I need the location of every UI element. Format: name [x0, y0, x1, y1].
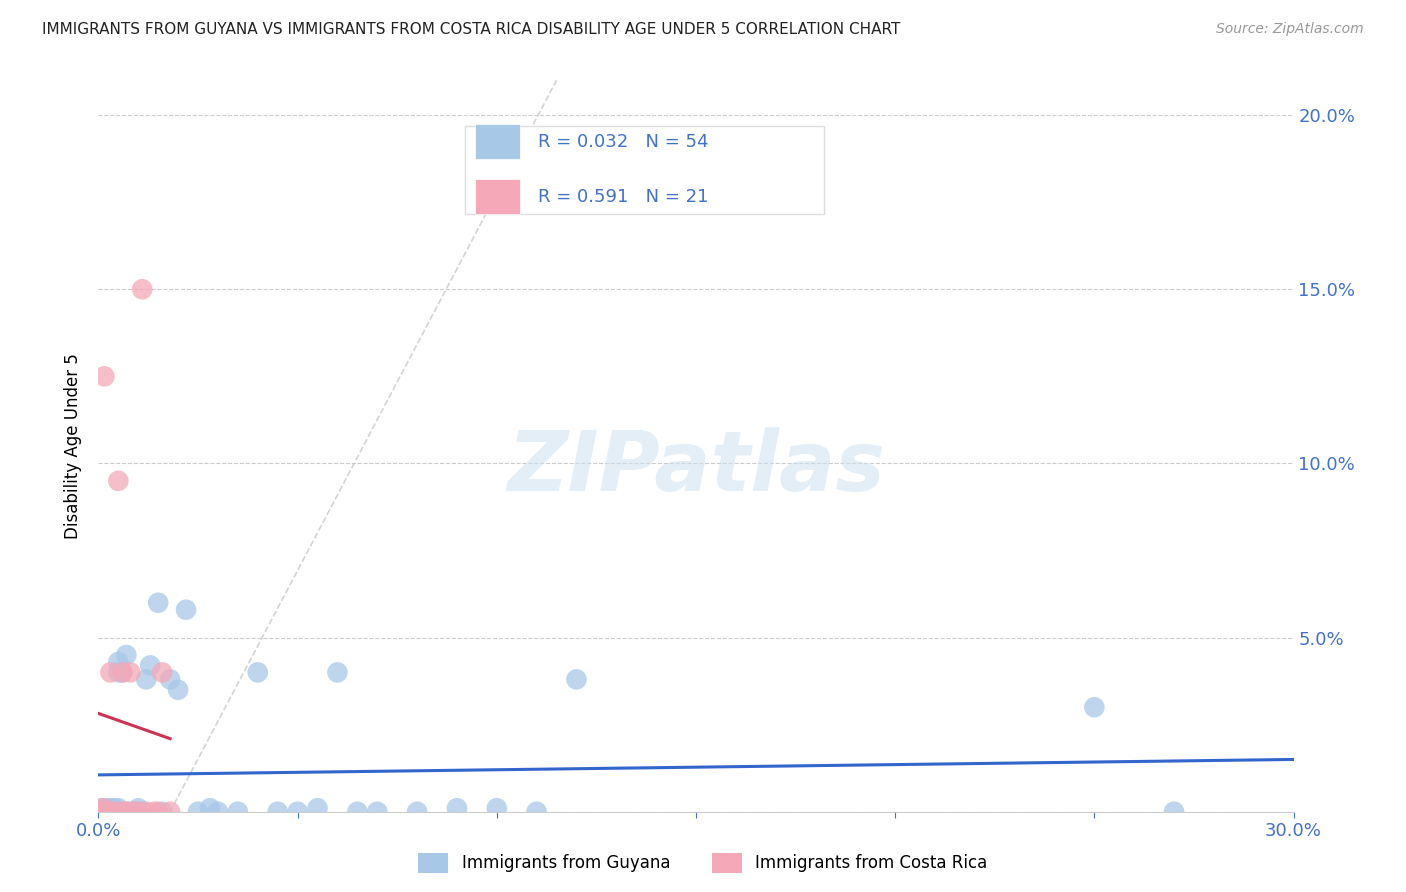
Point [107, 655, 129, 669]
Point [107, 805, 129, 819]
Point [131, 282, 153, 296]
Point [111, 805, 134, 819]
Text: R = 0.032   N = 54: R = 0.032 N = 54 [538, 133, 709, 151]
Point [159, 805, 181, 819]
Point [89, 805, 111, 819]
Point [127, 805, 149, 819]
Point [91, 805, 114, 819]
Point [115, 648, 138, 662]
Point [103, 805, 125, 819]
Point [139, 658, 162, 673]
Point [111, 805, 134, 819]
Point [366, 805, 388, 819]
Point [150, 805, 173, 819]
Point [1083, 700, 1105, 714]
Point [115, 805, 138, 819]
Point [1163, 805, 1185, 819]
Text: IMMIGRANTS FROM GUYANA VS IMMIGRANTS FROM COSTA RICA DISABILITY AGE UNDER 5 CORR: IMMIGRANTS FROM GUYANA VS IMMIGRANTS FRO… [42, 22, 901, 37]
FancyBboxPatch shape [465, 127, 824, 214]
Point [96, 805, 118, 819]
FancyBboxPatch shape [475, 124, 520, 160]
Text: R = 0.591   N = 21: R = 0.591 N = 21 [538, 187, 709, 205]
Point [207, 805, 229, 819]
Point [135, 805, 157, 819]
Legend: Immigrants from Guyana, Immigrants from Costa Rica: Immigrants from Guyana, Immigrants from … [412, 847, 994, 880]
Point [96, 801, 118, 815]
Point [326, 665, 349, 680]
Point [135, 673, 157, 687]
Point [91, 805, 114, 819]
Point [131, 805, 153, 819]
Text: ZIPatlas: ZIPatlas [508, 427, 884, 508]
Point [127, 805, 149, 819]
Point [187, 805, 209, 819]
Point [148, 805, 170, 819]
Point [124, 805, 146, 819]
Point [346, 805, 368, 819]
Point [127, 801, 149, 815]
Point [98, 805, 122, 819]
Point [93, 369, 115, 384]
Point [143, 805, 166, 819]
Point [107, 665, 129, 680]
Point [98, 805, 122, 819]
Point [565, 673, 588, 687]
Point [103, 805, 125, 819]
Point [91, 801, 114, 815]
Point [406, 805, 429, 819]
Point [307, 801, 329, 815]
Point [226, 805, 249, 819]
Point [115, 805, 138, 819]
Point [148, 596, 170, 610]
Point [103, 805, 125, 819]
Text: Source: ZipAtlas.com: Source: ZipAtlas.com [1216, 22, 1364, 37]
Point [103, 801, 125, 815]
Point [111, 665, 134, 680]
Point [98, 805, 122, 819]
Point [485, 801, 508, 815]
Point [91, 801, 114, 815]
FancyBboxPatch shape [475, 179, 520, 214]
Point [167, 682, 190, 697]
Point [98, 805, 122, 819]
Point [267, 805, 290, 819]
Point [97, 805, 120, 819]
Y-axis label: Disability Age Under 5: Disability Age Under 5 [65, 353, 83, 539]
Point [98, 801, 122, 815]
Point [150, 665, 173, 680]
Point [91, 805, 114, 819]
Point [124, 805, 146, 819]
Point [96, 805, 118, 819]
Point [198, 801, 221, 815]
Point [287, 805, 309, 819]
Point [120, 805, 142, 819]
Point [98, 665, 122, 680]
Point [96, 805, 118, 819]
Point [107, 801, 129, 815]
Point [446, 801, 468, 815]
Point [107, 474, 129, 488]
Point [93, 805, 115, 819]
Point [120, 665, 142, 680]
Point [89, 805, 111, 819]
Point [111, 665, 134, 680]
Point [246, 665, 269, 680]
Point [174, 603, 197, 617]
Point [526, 805, 548, 819]
Point [159, 673, 181, 687]
